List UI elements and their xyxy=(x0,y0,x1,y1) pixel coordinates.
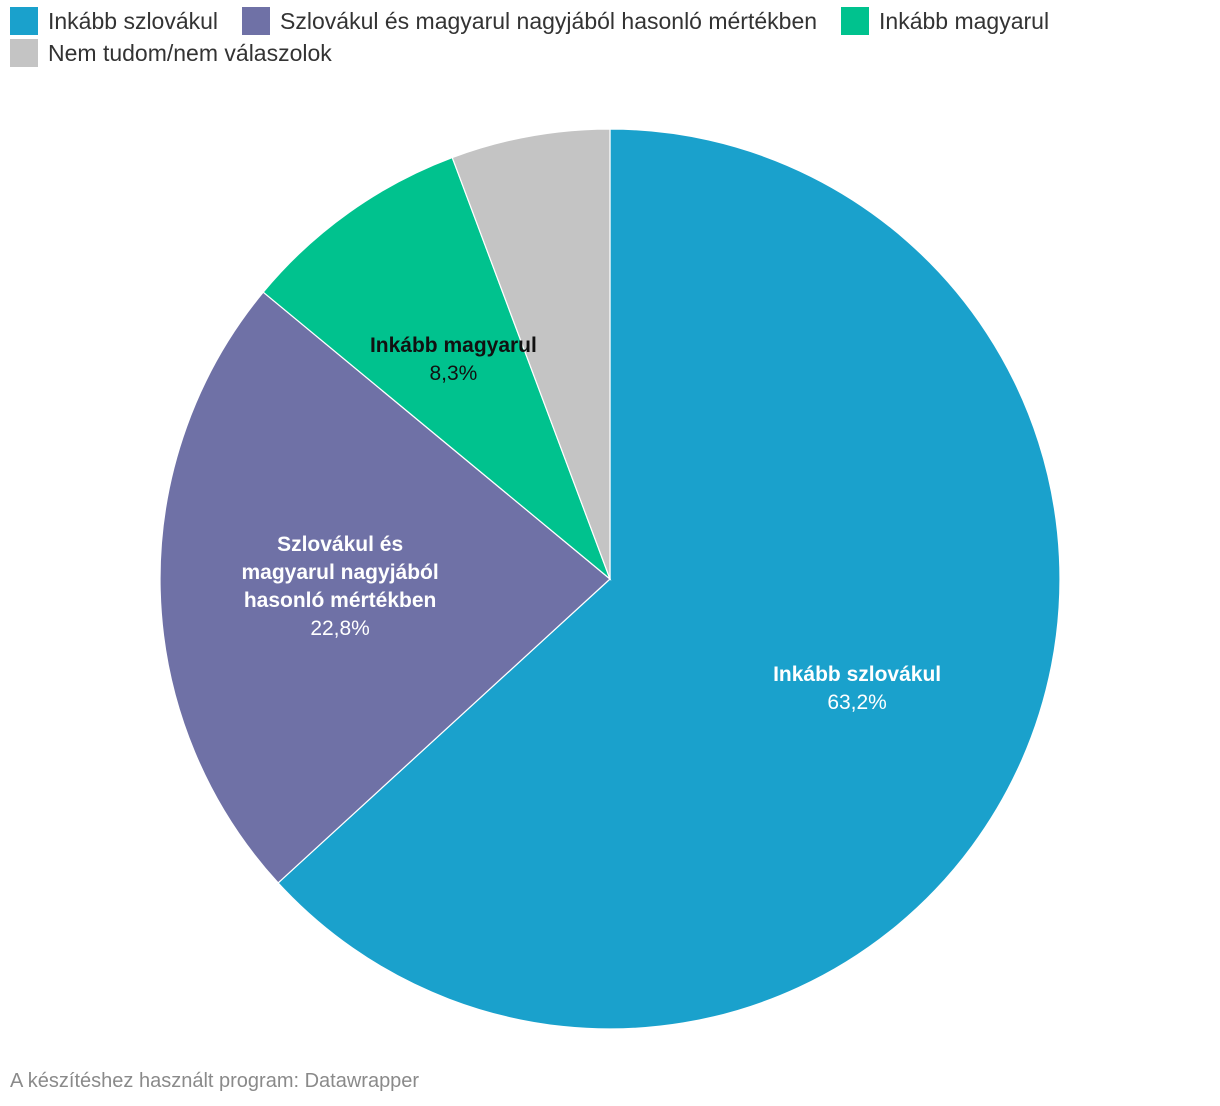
slice-value-label: 8,3% xyxy=(429,362,477,385)
chart-credit: A készítéshez használt program: Datawrap… xyxy=(10,1070,420,1092)
legend-item: Inkább szlovákul xyxy=(10,7,219,35)
slice-value-label: 22,8% xyxy=(310,617,370,640)
legend-swatch xyxy=(841,7,870,35)
slice-label-name: Inkább szlovákul xyxy=(773,663,941,686)
slice-label-name: Szlovákul és xyxy=(277,533,403,556)
slice-label: Inkább magyarul 8,3% xyxy=(370,334,537,385)
slice-label: Inkább szlovákul 63,2% xyxy=(773,663,941,714)
slice-label-name: Inkább magyarul xyxy=(370,334,537,357)
slice-value-label: 63,2% xyxy=(827,691,887,714)
legend-label: Szlovákul és magyarul nagyjából hasonló … xyxy=(280,7,818,34)
slice-label-name: hasonló mértékben xyxy=(244,589,437,612)
pie-slice xyxy=(262,156,612,581)
legend-item: Nem tudom/nem válaszolok xyxy=(10,39,332,67)
legend-swatch xyxy=(10,39,38,67)
chart-legend: Inkább szlovákul Szlovákul és magyarul na… xyxy=(10,7,1210,67)
pie-slice xyxy=(451,128,611,580)
legend-label: Inkább magyarul xyxy=(879,7,1050,34)
slice-label: Szlovákul és magyarul nagyjából hasonló mé… xyxy=(241,533,438,640)
slice-label-name: magyarul nagyjából xyxy=(241,561,438,584)
legend-swatch xyxy=(10,7,38,35)
legend-label: Nem tudom/nem válaszolok xyxy=(48,39,332,66)
legend-label: Inkább szlovákul xyxy=(48,7,219,34)
pie-slice xyxy=(159,291,611,884)
pie-slice xyxy=(277,128,1061,1030)
legend-item: Szlovákul és magyarul nagyjából hasonló … xyxy=(242,7,818,35)
legend-swatch xyxy=(242,7,271,35)
legend-item: Inkább magyarul xyxy=(841,7,1050,35)
